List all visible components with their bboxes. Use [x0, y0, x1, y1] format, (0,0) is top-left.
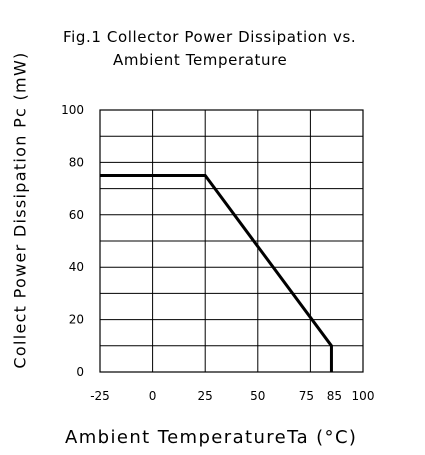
x-tick-label: 25	[198, 389, 213, 403]
y-tick-label: 60	[69, 208, 84, 222]
x-tick-label: 100	[352, 389, 375, 403]
y-tick-label: 100	[61, 103, 84, 117]
series-line-0	[100, 174, 333, 372]
chart-title-line-1: Fig.1 Collector Power Dissipation vs.	[63, 28, 357, 46]
x-tick-label: 75	[299, 389, 314, 403]
x-tick-labels: -25 0 25 50 75 85 100	[90, 389, 374, 403]
y-tick-label: 20	[69, 313, 84, 327]
y-tick-label: 0	[76, 365, 84, 379]
plot-border	[99, 109, 364, 373]
y-tick-label: 80	[69, 155, 84, 169]
y-tick-label: 40	[69, 260, 84, 274]
x-axis-label: Ambient TemperatureTa (°C)	[65, 427, 358, 448]
series-layer	[100, 174, 333, 372]
chart-title-line-2: Ambient Temperature	[113, 51, 288, 69]
x-tick-label: -25	[90, 389, 110, 403]
x-tick-label: 0	[149, 389, 157, 403]
plot-frame	[99, 109, 364, 373]
x-tick-label: 50	[250, 389, 265, 403]
x-tick-label: 85	[327, 389, 342, 403]
y-tick-labels: 0 20 40 60 80 100	[61, 103, 84, 379]
